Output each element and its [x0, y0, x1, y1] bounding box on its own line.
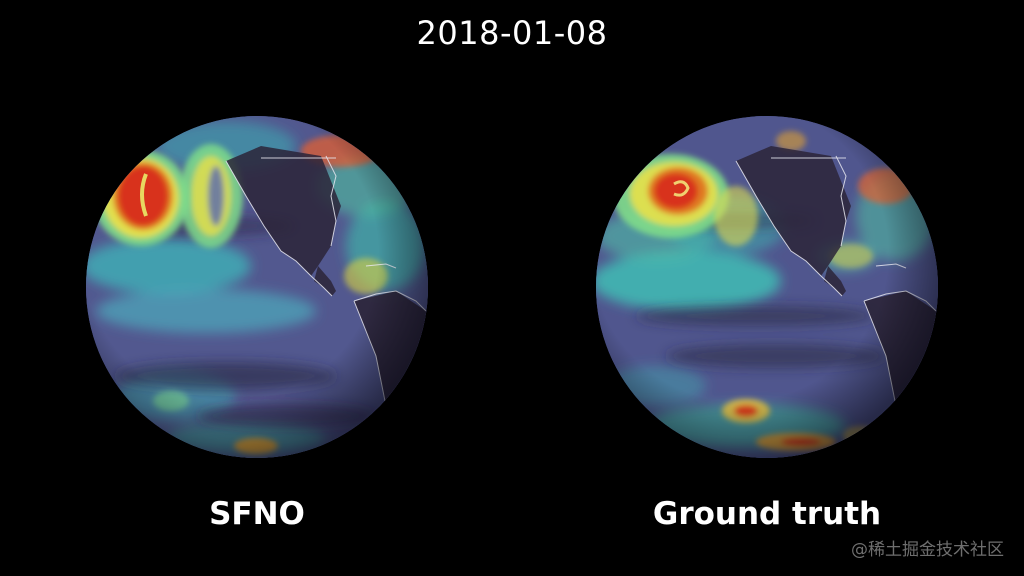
sfno-wind-field — [86, 116, 428, 458]
sfno-label: SFNO — [209, 496, 305, 532]
watermark: @稀土掘金技术社区 — [851, 540, 1004, 560]
sfno-globe — [86, 116, 428, 458]
ground-truth-label: Ground truth — [652, 496, 882, 532]
ground-truth-globe — [596, 116, 938, 458]
date-title: 2018-01-08 — [416, 14, 608, 52]
ground-truth-wind-field — [596, 116, 938, 458]
